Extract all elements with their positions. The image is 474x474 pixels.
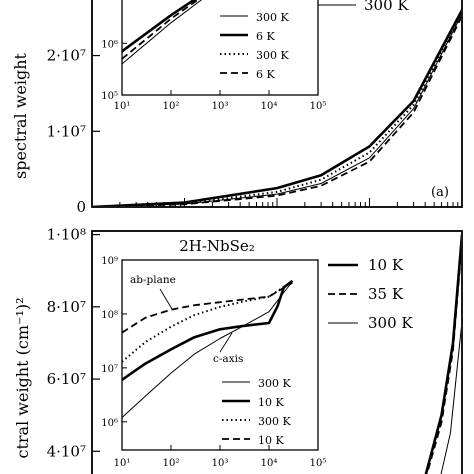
bottom-y-ticks: 4·10⁷ 6·10⁷ 8·10⁷ 1·10⁸ [47, 226, 100, 460]
bottom-inset-series-3-dashed [122, 281, 293, 334]
bottom-legend-label-1: 35 K [368, 285, 404, 303]
bottom-y-tick-label-0: 4·10⁷ [47, 442, 86, 460]
top-y-axis-label: spectral weight [11, 52, 30, 179]
bottom-legend-label-0: 10 K [368, 256, 404, 274]
bottom-inset-y-tick-label-0: 10⁶ [101, 418, 118, 429]
bottom-inset-ticks: 10¹ 10² 10³ 10⁴ 10⁵ 10⁶ 10⁷ 10⁸ 10⁹ [101, 256, 326, 469]
top-inset-x-tick-label-3: 10⁴ [261, 101, 278, 112]
top-inset-legend: 300 K 6 K 300 K 6 K [220, 11, 289, 81]
top-inset-series-3-dashed [122, 0, 200, 60]
bottom-inset-y-tick-label-1: 10⁷ [101, 364, 118, 375]
bottom-inset-series-2-dotted [122, 280, 293, 363]
bottom-inset-frame [121, 259, 319, 451]
top-inset-ticks: 10¹10²10³10⁴10⁵10⁵10⁶10⁷ [101, 39, 327, 112]
bottom-inset-annotations: ab-plane c-axis [130, 274, 243, 365]
bottom-series-group [424, 234, 461, 474]
bottom-legend: 10 K 35 K 300 K [328, 256, 413, 332]
top-legend-label-0: 300 K [364, 0, 409, 14]
top-y-tick-label-2: 2·10⁷ [47, 47, 86, 65]
top-inset-x-tick-label-4: 10⁵ [310, 101, 327, 112]
top-series-0-thick-solid [93, 9, 461, 206]
bottom-inset-legend-label-2: 300 K [258, 415, 291, 428]
bottom-y-tick-label-2: 8·10⁷ [47, 298, 86, 316]
bottom-inset-legend-label-1: 10 K [258, 396, 284, 409]
top-inset-series-group [122, 0, 203, 65]
bottom-inset-x-tick-label-0: 10¹ [114, 458, 131, 469]
bottom-inset-series-1-thick-solid [122, 279, 294, 381]
bottom-inset-x-tick-label-2: 10³ [212, 458, 229, 469]
top-y-tick-label-0: 0 [76, 198, 86, 216]
top-inset-series-1-thick-solid [122, 0, 197, 53]
bottom-inset-legend: 300 K 10 K 300 K 10 K [222, 377, 291, 447]
bottom-title: 2H-NbSe₂ [179, 237, 255, 255]
bottom-inset-x-tick-label-4: 10⁵ [310, 458, 327, 469]
top-inset-legend-label-3: 6 K [256, 68, 275, 81]
top-panel-tag: (a) [431, 185, 449, 200]
annotation-c-axis-pointer [219, 332, 233, 353]
top-inset-y-tick-label-1: 10⁶ [101, 39, 118, 50]
bottom-series-0-thick-solid [424, 234, 461, 474]
top-inset-x-tick-label-2: 10³ [212, 101, 229, 112]
top-inset-x-tick-label-0: 10¹ [114, 101, 131, 112]
bottom-y-tick-label-1: 6·10⁷ [47, 370, 86, 388]
bottom-panel: 4·10⁷ 6·10⁷ 8·10⁷ 1·10⁸ ctral weight (cm⁻¹)… [13, 226, 463, 474]
top-inset-series-0-thin-solid [122, 0, 203, 65]
annotation-c-axis: c-axis [213, 353, 243, 365]
bottom-inset-y-tick-label-2: 10⁸ [101, 310, 118, 321]
top-inset-x-tick-label-1: 10² [163, 101, 180, 112]
bottom-y-axis-label: ctral weight (cm⁻¹)² [13, 297, 32, 458]
top-inset-legend-label-1: 6 K [256, 30, 275, 43]
bottom-inset-legend-label-3: 10 K [258, 434, 284, 447]
bottom-inset-y-tick-label-3: 10⁹ [101, 256, 118, 267]
top-series-group [93, 9, 461, 206]
bottom-inset-x-tick-label-1: 10² [163, 458, 180, 469]
bottom-inset-x-tick-label-3: 10⁴ [261, 458, 278, 469]
top-y-ticks: 0 1·10⁷ 2·10⁷ [47, 47, 100, 216]
bottom-series-1-dashed [426, 242, 461, 474]
annotation-ab-plane: ab-plane [130, 274, 176, 286]
top-series-3-dashed [95, 16, 461, 206]
annotation-ab-plane-pointer [159, 288, 173, 310]
bottom-inset-series-group [122, 279, 294, 418]
top-series-2-dotted [93, 11, 461, 206]
top-inset-legend-label-2: 300 K [256, 49, 289, 62]
top-inset-legend-label-0: 300 K [256, 11, 289, 24]
top-legend: 300 K [318, 0, 409, 14]
bottom-plot-frame [91, 230, 463, 474]
bottom-legend-label-2: 300 K [368, 314, 413, 332]
bottom-y-tick-label-3: 1·10⁸ [47, 226, 86, 244]
top-panel: 0 1·10⁷ 2·10⁷ spectral weight (a) 300 K 10… [11, 0, 463, 216]
top-y-tick-label-1: 1·10⁷ [47, 122, 86, 140]
bottom-series-2-thin-solid [440, 326, 461, 474]
top-inset-y-tick-label-0: 10⁵ [101, 91, 118, 102]
bottom-inset-legend-label-0: 300 K [258, 377, 291, 390]
